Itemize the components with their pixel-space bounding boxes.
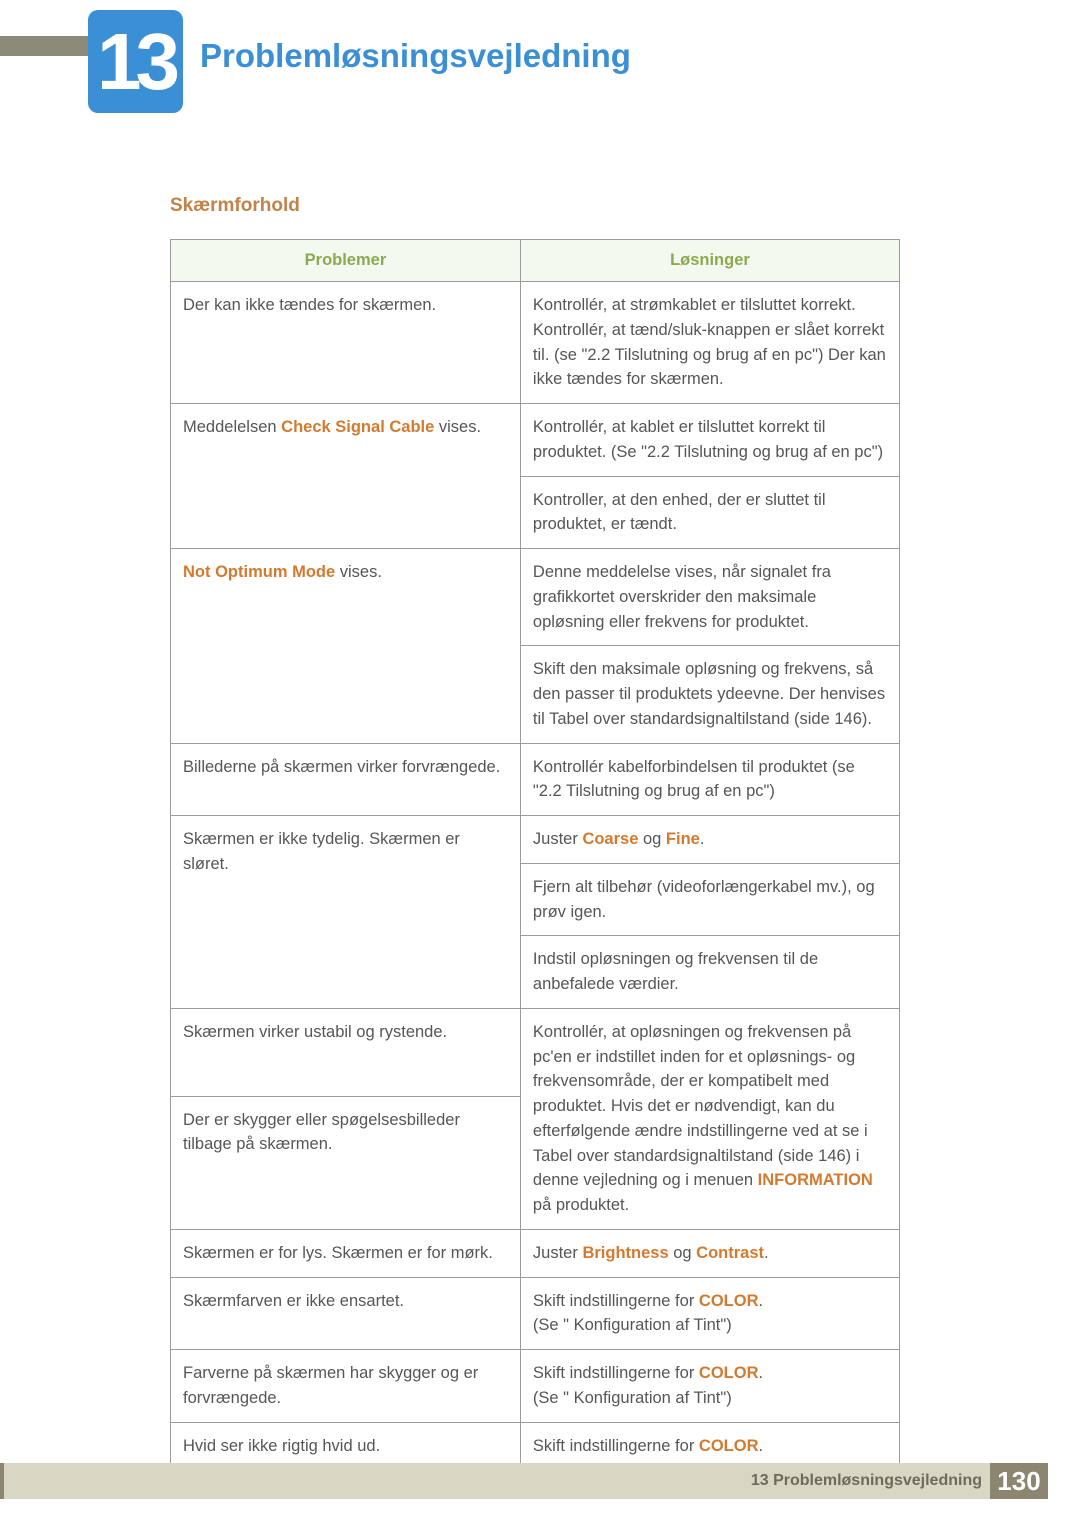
solution-cell: Juster Brightness og Contrast. — [520, 1229, 899, 1277]
text: Juster — [533, 830, 583, 848]
highlight-text: COLOR — [699, 1437, 759, 1455]
chapter-number: 13 — [97, 22, 174, 102]
highlight-text: Coarse — [582, 830, 638, 848]
problem-cell: Der er skygger eller spøgelsesbilleder t… — [171, 1096, 521, 1229]
table-row: Skærmen er for lys. Skærmen er for mørk.… — [171, 1229, 900, 1277]
solution-cell: Kontrollér kabelforbindelsen til produkt… — [520, 743, 899, 816]
text: (Se " Konfiguration af Tint") — [533, 1316, 732, 1334]
solution-cell: Skift den maksimale opløsning og frekven… — [520, 646, 899, 743]
problem-cell: Meddelelsen Check Signal Cable vises. — [171, 404, 521, 549]
solution-cell: Fjern alt tilbehør (videoforlængerkabel … — [520, 863, 899, 936]
solution-cell: Kontrollér, at opløsningen og frekvensen… — [520, 1008, 899, 1229]
text: Skift indstillingerne for — [533, 1437, 699, 1455]
text: Juster — [533, 1244, 583, 1262]
highlight-text: INFORMATION — [758, 1171, 873, 1189]
problem-cell: Skærmen er for lys. Skærmen er for mørk. — [171, 1229, 521, 1277]
highlight-text: Check Signal Cable — [281, 418, 434, 436]
text: . — [759, 1292, 764, 1310]
solution-cell: Juster Coarse og Fine. — [520, 816, 899, 864]
text: og — [638, 830, 666, 848]
chapter-badge: 13 — [88, 10, 183, 113]
troubleshooting-table: Problemer Løsninger Der kan ikke tændes … — [170, 239, 900, 1495]
problem-cell: Der kan ikke tændes for skærmen. — [171, 282, 521, 404]
text: vises. — [335, 563, 382, 581]
footer-text: 13 Problemløsningsvejledning — [751, 1472, 982, 1490]
table-row: Billederne på skærmen virker forvrængede… — [171, 743, 900, 816]
solution-cell: Kontrollér, at strømkablet er tilsluttet… — [520, 282, 899, 404]
table-row: Skærmfarven er ikke ensartet. Skift inds… — [171, 1277, 900, 1350]
solution-cell: Kontroller, at den enhed, der er sluttet… — [520, 476, 899, 549]
solution-cell: Skift indstillingerne for COLOR. (Se " K… — [520, 1277, 899, 1350]
table-row: Farverne på skærmen har skygger og er fo… — [171, 1350, 900, 1423]
text: (Se " Konfiguration af Tint") — [533, 1389, 732, 1407]
solution-cell: Denne meddelelse vises, når signalet fra… — [520, 549, 899, 646]
chapter-title: Problemløsningsvejledning — [200, 37, 631, 75]
text: vises. — [434, 418, 481, 436]
table-row: Der kan ikke tændes for skærmen. Kontrol… — [171, 282, 900, 404]
highlight-text: COLOR — [699, 1292, 759, 1310]
table-row: Skærmen virker ustabil og rystende. Kont… — [171, 1008, 900, 1096]
problem-cell: Not Optimum Mode vises. — [171, 549, 521, 744]
problem-cell: Farverne på skærmen har skygger og er fo… — [171, 1350, 521, 1423]
highlight-text: Fine — [666, 830, 700, 848]
footer-bar: 13 Problemløsningsvejledning 130 — [4, 1463, 1048, 1499]
solution-cell: Skift indstillingerne for COLOR. (Se " K… — [520, 1350, 899, 1423]
section-title: Skærmforhold — [170, 195, 900, 217]
table-row: Not Optimum Mode vises. Denne meddelelse… — [171, 549, 900, 646]
problem-cell: Skærmen er ikke tydelig. Skærmen er slør… — [171, 816, 521, 1009]
col-header-solutions: Løsninger — [520, 240, 899, 282]
text: . — [759, 1437, 764, 1455]
highlight-text: COLOR — [699, 1364, 759, 1382]
header-accent-bar — [0, 36, 88, 56]
highlight-text: Brightness — [582, 1244, 668, 1262]
highlight-text: Not Optimum Mode — [183, 563, 335, 581]
text: . — [764, 1244, 769, 1262]
text: Meddelelsen — [183, 418, 281, 436]
text: på produktet. — [533, 1196, 629, 1214]
text: Skift indstillingerne for — [533, 1364, 699, 1382]
table-row: Skærmen er ikke tydelig. Skærmen er slør… — [171, 816, 900, 864]
text: . — [700, 830, 705, 848]
problem-cell: Skærmen virker ustabil og rystende. — [171, 1008, 521, 1096]
text: Kontrollér, at opløsningen og frekvensen… — [533, 1023, 868, 1190]
problem-cell: Skærmfarven er ikke ensartet. — [171, 1277, 521, 1350]
solution-cell: Indstil opløsningen og frekvensen til de… — [520, 936, 899, 1009]
solution-cell: Kontrollér, at kablet er tilsluttet korr… — [520, 404, 899, 477]
text: Skift indstillingerne for — [533, 1292, 699, 1310]
text: og — [669, 1244, 697, 1262]
highlight-text: Contrast — [696, 1244, 764, 1262]
table-row: Meddelelsen Check Signal Cable vises. Ko… — [171, 404, 900, 477]
table-header-row: Problemer Løsninger — [171, 240, 900, 282]
problem-cell: Billederne på skærmen virker forvrængede… — [171, 743, 521, 816]
footer-page-number: 130 — [990, 1463, 1048, 1499]
text: . — [759, 1364, 764, 1382]
col-header-problems: Problemer — [171, 240, 521, 282]
content-area: Skærmforhold Problemer Løsninger Der kan… — [170, 195, 900, 1495]
